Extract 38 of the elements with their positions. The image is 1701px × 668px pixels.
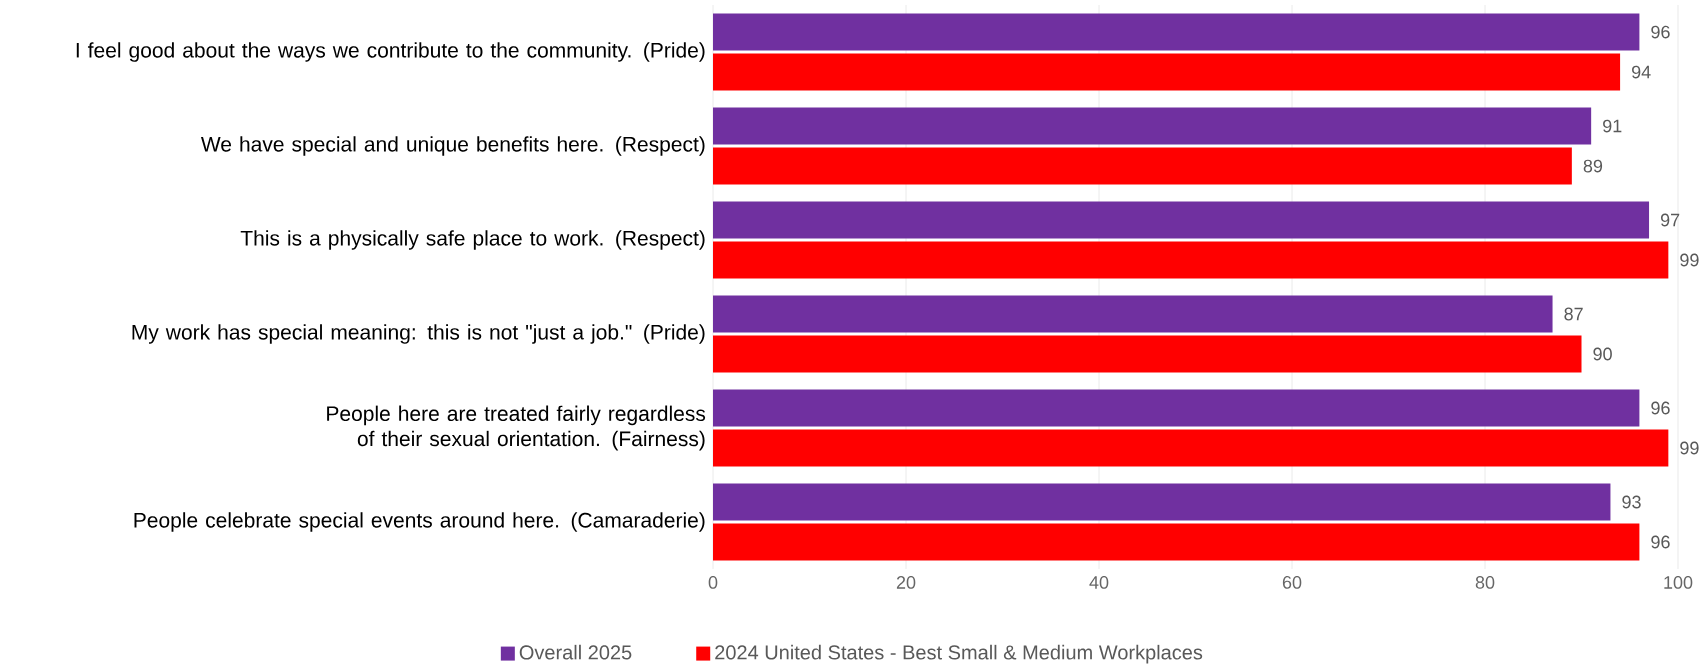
bar — [713, 523, 1640, 561]
y-tick-label: People celebrate special events around here. (Camaraderie) — [134, 512, 705, 532]
data-label: 91 — [1603, 119, 1622, 133]
bar — [713, 53, 1621, 91]
y-tick-label: This is a physically safe place to work. (Respect) — [240, 230, 705, 250]
data-label: 99 — [1680, 441, 1699, 455]
data-label: 87 — [1564, 307, 1583, 321]
data-label: 99 — [1680, 253, 1699, 267]
x-tick-label: 80 — [1475, 576, 1495, 589]
bar — [713, 13, 1640, 51]
bar — [713, 147, 1572, 185]
x-tick-label: 20 — [896, 576, 916, 589]
data-label: 97 — [1660, 213, 1680, 227]
y-tick-label: My work has special meaning: this is not "just a job." (Pride) — [132, 324, 705, 344]
bar — [713, 483, 1611, 521]
legend-label: 2024 United States - Best Small & Medium Workplaces — [715, 644, 1203, 664]
bar — [713, 201, 1650, 239]
data-label: 96 — [1651, 535, 1670, 549]
x-tick-label: 60 — [1282, 576, 1302, 589]
x-tick-label: 100 — [1664, 576, 1693, 589]
data-label: 96 — [1651, 401, 1670, 415]
bar — [713, 295, 1553, 333]
bar — [713, 389, 1640, 427]
x-tick-label: 0 — [708, 576, 718, 589]
y-tick-label: We have special and unique benefits here. (Respect) — [200, 136, 705, 156]
bar — [713, 429, 1669, 467]
bar — [713, 241, 1669, 279]
data-label: 93 — [1622, 495, 1641, 509]
data-label: 96 — [1651, 25, 1670, 39]
bar — [713, 107, 1592, 145]
data-label: 94 — [1632, 65, 1651, 79]
legend-label: Overall 2025 — [519, 644, 632, 660]
y-tick-label: I feel good about the ways we contribute to the community. (Pride) — [76, 42, 705, 62]
y-tick-label: People here are treated fairly regardless of their sexual orientation. (Fairness) — [327, 405, 706, 451]
x-tick-label: 40 — [1089, 576, 1109, 589]
data-label: 89 — [1583, 159, 1603, 173]
bar — [713, 335, 1582, 373]
data-label: 90 — [1593, 347, 1612, 361]
